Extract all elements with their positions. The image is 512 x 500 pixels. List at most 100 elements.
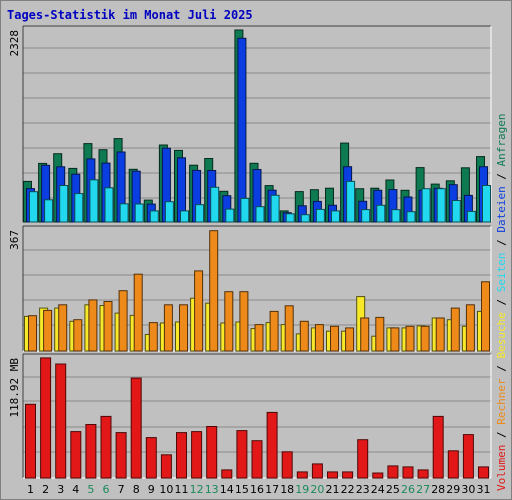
x-tick-label: 18 (280, 483, 294, 496)
y-axis-max-label: 367 (8, 230, 21, 250)
x-tick-label: 21 (326, 483, 340, 496)
bar-seiten-day-21 (331, 210, 340, 223)
x-tick-label: 3 (57, 483, 64, 496)
bar-rechner-day-15 (239, 291, 249, 352)
legend-entry-volumen: Volumen (495, 445, 508, 491)
legend-entry-besuche: Besuche (495, 312, 508, 358)
bar-seiten-day-29 (451, 200, 461, 223)
x-tick-label: 1 (27, 483, 34, 496)
bar-volumen-day-24 (372, 472, 384, 479)
bar-volumen-day-22 (342, 471, 354, 479)
bar-rechner-day-10 (163, 304, 173, 352)
bar-volumen-day-13 (206, 426, 218, 479)
bar-volumen-day-2 (40, 357, 52, 479)
legend-separator: / (495, 233, 508, 253)
legend: Volumen / Rechner / Besuche / Seiten / D… (495, 113, 508, 491)
bar-volumen-day-30 (462, 434, 474, 479)
bar-rechner-day-31 (481, 281, 490, 352)
bar-volumen-day-3 (55, 363, 67, 479)
bar-seiten-day-18 (285, 213, 295, 223)
bar-rechner-day-21 (330, 325, 339, 352)
bar-rechner-day-30 (465, 304, 475, 352)
bar-seiten-day-14 (225, 208, 235, 223)
bar-rechner-day-13 (209, 230, 219, 352)
y-axis-max-label: 2328 (8, 30, 21, 57)
bar-rechner-day-25 (390, 327, 400, 352)
bar-seiten-day-23 (361, 209, 371, 223)
bar-seiten-day-17 (270, 194, 280, 223)
legend-entry-dateien: Dateien (495, 186, 508, 232)
bar-rechner-day-29 (450, 307, 460, 352)
bar-seiten-day-13 (210, 186, 220, 223)
bar-volumen-day-19 (296, 471, 308, 479)
bar-volumen-day-26 (402, 466, 414, 479)
bar-volumen-day-8 (130, 377, 142, 479)
legend-separator: / (495, 166, 508, 186)
bar-rechner-day-7 (118, 290, 128, 352)
bar-rechner-day-9 (148, 322, 158, 352)
x-tick-label: 12 (190, 483, 204, 496)
bar-rechner-day-19 (299, 320, 309, 352)
bar-volumen-day-6 (100, 415, 112, 479)
bar-rechner-day-26 (405, 325, 415, 352)
legend-entry-anfragen: Anfragen (495, 113, 508, 166)
bar-rechner-day-14 (224, 291, 234, 352)
bar-volumen-day-15 (236, 430, 248, 479)
bar-seiten-day-22 (346, 180, 356, 223)
bar-volumen-day-17 (266, 411, 278, 479)
bar-volumen-day-29 (447, 450, 459, 479)
bar-seiten-day-27 (421, 188, 431, 223)
bar-seiten-day-9 (149, 210, 159, 223)
x-tick-label: 6 (103, 483, 110, 496)
bar-rechner-day-27 (420, 325, 430, 352)
bar-volumen-day-10 (160, 454, 172, 479)
bar-volumen-day-27 (417, 469, 429, 479)
x-tick-label: 25 (386, 483, 400, 496)
bar-dateien-day-15 (237, 37, 247, 223)
x-tick-label: 14 (220, 483, 234, 496)
bar-rechner-day-8 (133, 273, 143, 352)
legend-entry-rechner: Rechner (495, 378, 508, 425)
x-tick-label: 28 (431, 483, 445, 496)
x-tick-label: 26 (401, 483, 415, 496)
bar-seiten-day-15 (240, 197, 250, 223)
chart-title: Tages-Statistik im Monat Juli 2025 (7, 8, 253, 22)
bar-rechner-day-18 (284, 305, 294, 352)
bar-seiten-day-6 (104, 187, 114, 223)
bar-seiten-day-1 (29, 191, 38, 223)
bar-rechner-day-3 (58, 304, 68, 352)
bar-seiten-day-7 (119, 203, 129, 223)
bar-volumen-day-14 (221, 469, 233, 479)
bar-rechner-day-28 (435, 317, 445, 352)
bar-rechner-day-23 (360, 317, 370, 352)
x-tick-label: 9 (148, 483, 155, 496)
bar-seiten-day-5 (89, 179, 99, 223)
bar-volumen-day-23 (357, 439, 369, 479)
x-tick-label: 13 (205, 483, 219, 496)
bar-seiten-day-25 (391, 209, 401, 223)
bar-seiten-day-10 (164, 201, 174, 223)
bar-rechner-day-16 (254, 324, 264, 352)
x-tick-label: 27 (416, 483, 430, 496)
x-tick-label: 4 (72, 483, 79, 496)
bar-volumen-day-11 (176, 432, 187, 479)
bar-rechner-day-12 (194, 270, 204, 352)
x-tick-label: 2 (42, 483, 49, 496)
bar-rechner-day-22 (345, 327, 355, 352)
x-tick-label: 8 (133, 483, 140, 496)
x-tick-label: 19 (295, 483, 309, 496)
x-tick-label: 22 (341, 483, 355, 496)
bar-volumen-day-16 (251, 440, 263, 479)
bar-seiten-day-30 (466, 210, 476, 223)
bar-seiten-day-24 (376, 204, 386, 223)
bar-volumen-day-18 (281, 451, 293, 479)
x-tick-label: 31 (477, 483, 491, 496)
bar-rechner-day-4 (73, 319, 83, 352)
bar-volumen-day-28 (432, 415, 444, 479)
bar-seiten-day-16 (255, 206, 265, 223)
bar-rechner-day-20 (314, 324, 324, 352)
x-tick-label: 17 (265, 483, 279, 496)
bar-rechner-day-6 (103, 301, 113, 352)
